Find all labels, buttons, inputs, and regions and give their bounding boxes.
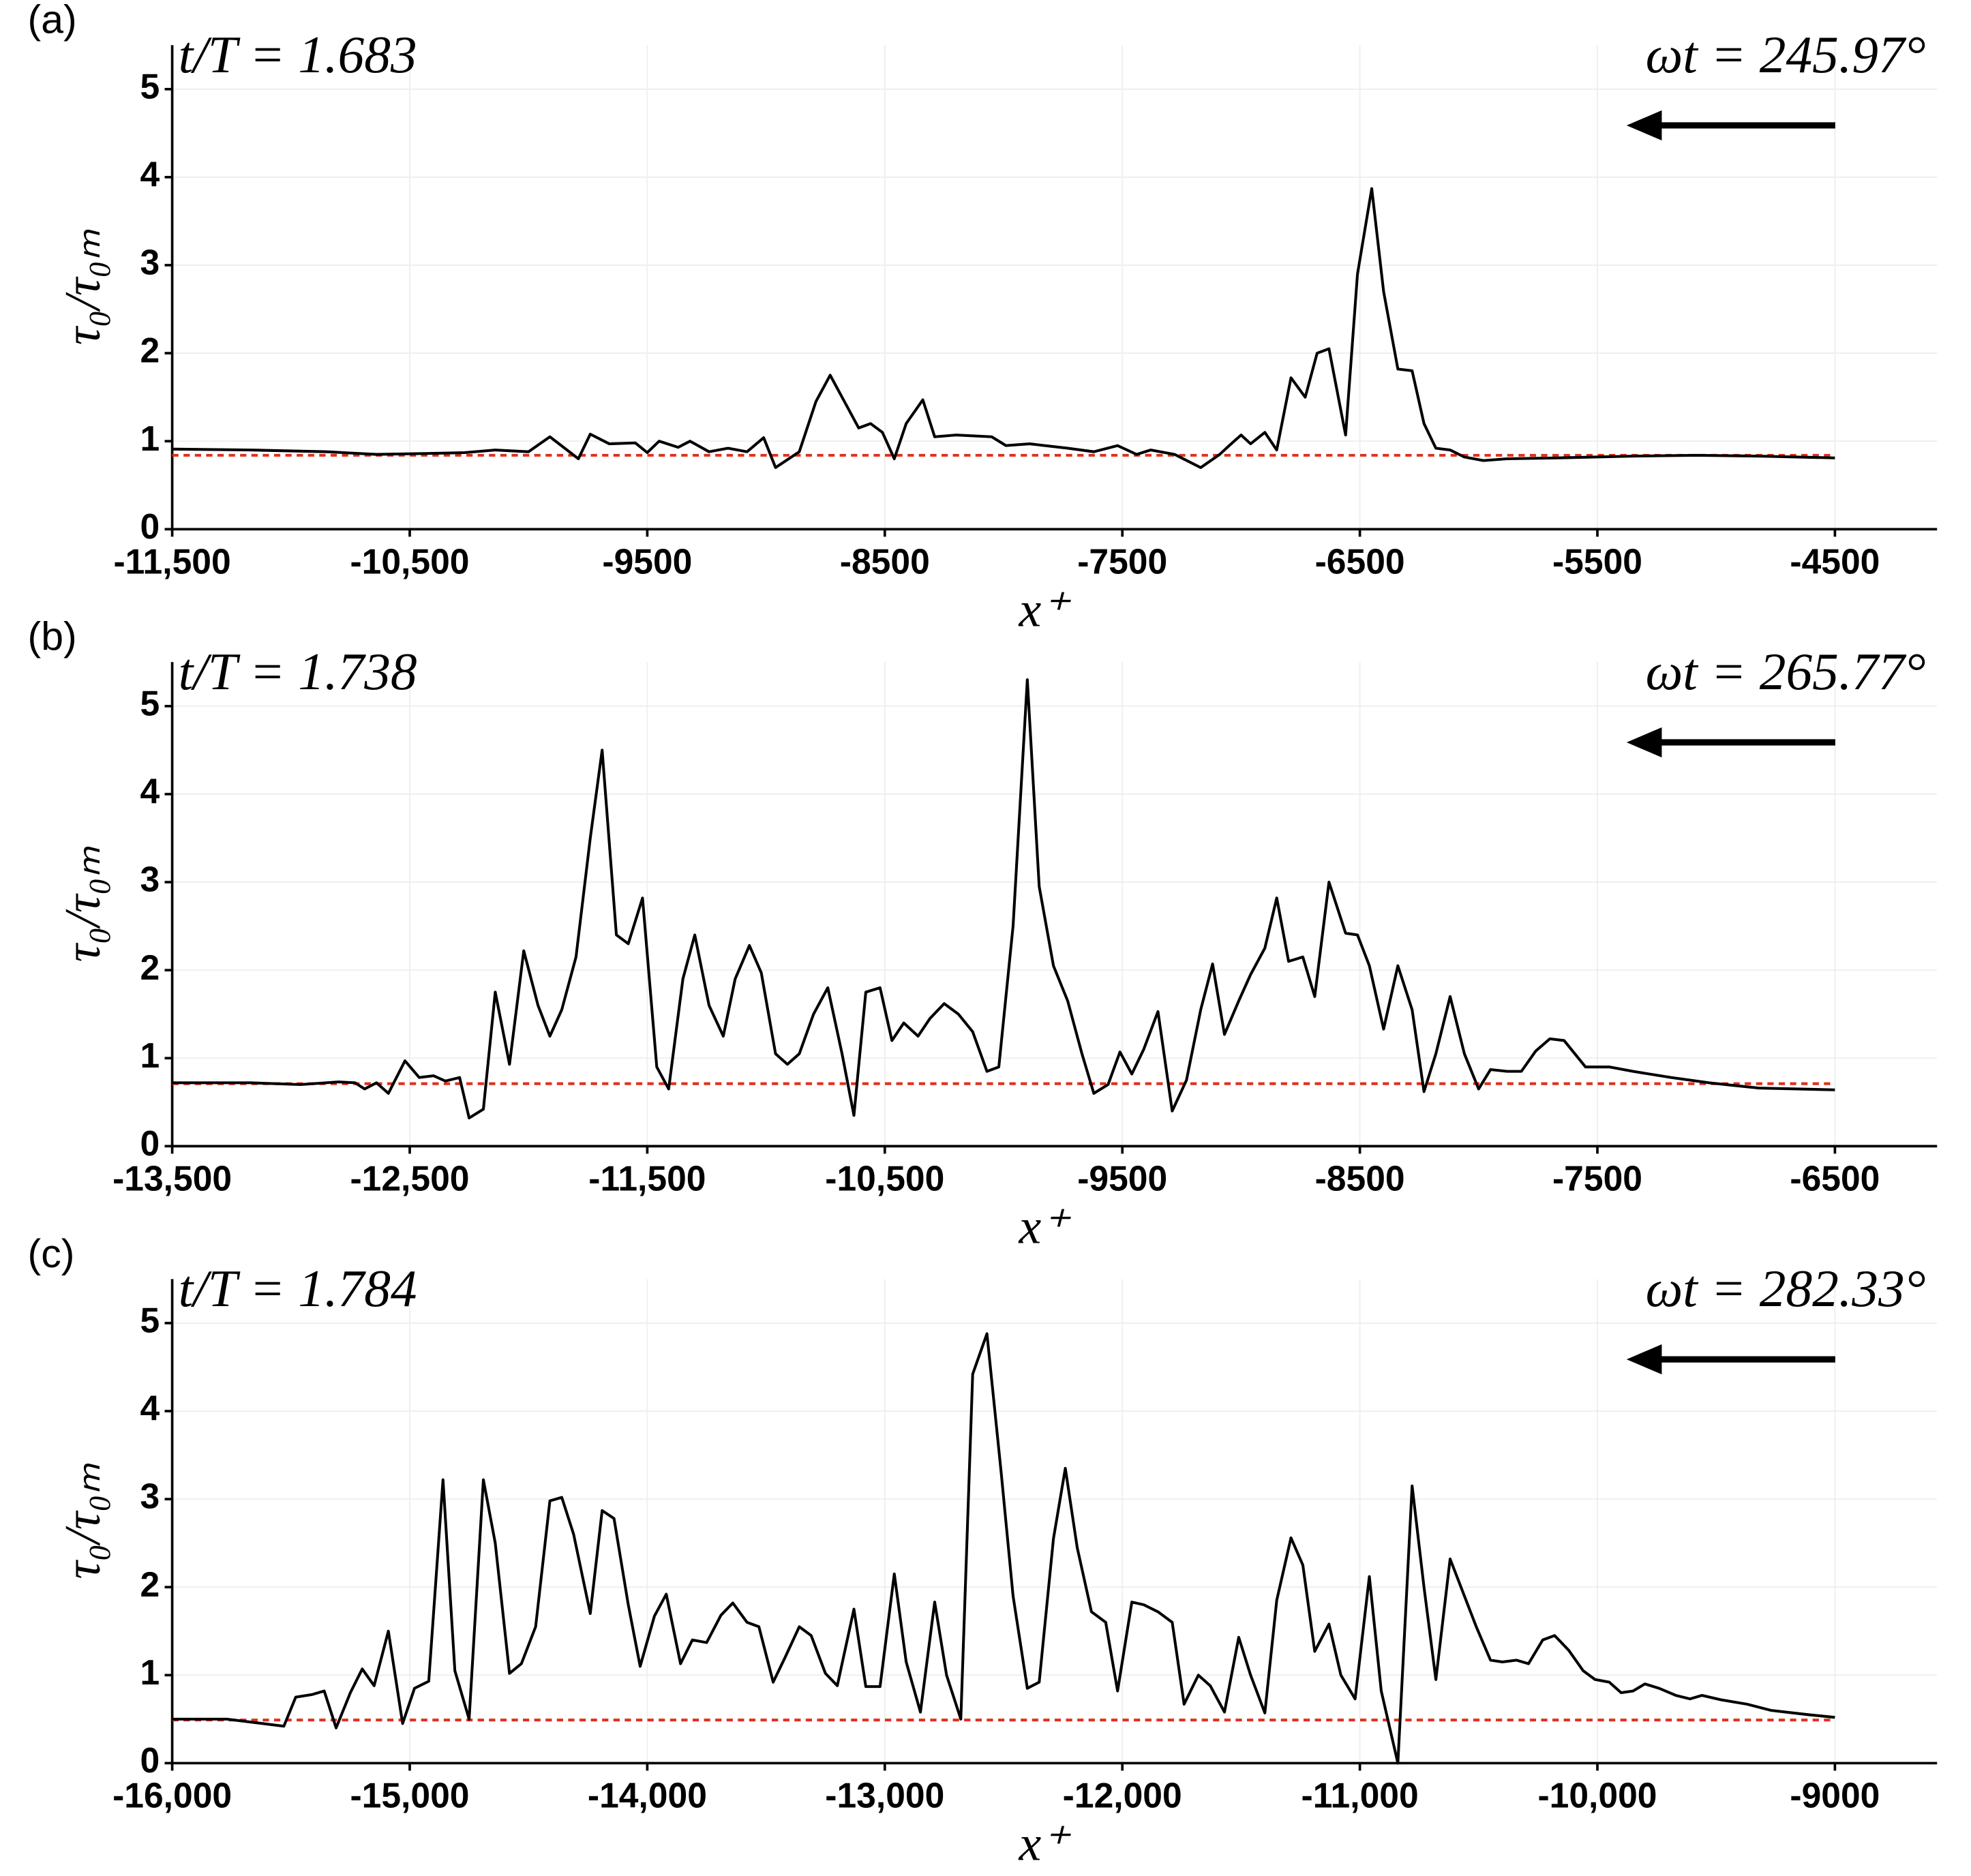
x-tick-label: -11,500 <box>588 1159 706 1198</box>
x-tick-label: -4500 <box>1790 541 1880 581</box>
x-axis-label: x⁺ <box>1018 581 1071 637</box>
phase-label: ωt = 282.33° <box>1646 1259 1926 1318</box>
time-label: t/T = 1.738 <box>179 642 417 701</box>
x-tick-label: -13,000 <box>825 1776 944 1815</box>
time-label: t/T = 1.784 <box>179 1259 417 1318</box>
x-tick-label: -14,000 <box>588 1776 707 1815</box>
y-tick-label: 4 <box>140 155 160 194</box>
y-tick-label: 4 <box>140 772 160 811</box>
x-tick-label: -6500 <box>1790 1159 1880 1198</box>
arrow-head <box>1626 110 1662 141</box>
y-axis-label: τ₀/τ₀ₘ <box>55 1463 110 1579</box>
arrow-head <box>1626 727 1662 758</box>
y-tick-label: 4 <box>140 1389 160 1428</box>
x-tick-label: -5500 <box>1552 541 1642 581</box>
x-tick-label: -15,000 <box>350 1776 469 1815</box>
y-tick-label: 3 <box>140 243 160 282</box>
panel: 0 1 2 3 4 5 -16,000 -15,000 -14,000 -13,000 -12,00… <box>28 1232 1938 1871</box>
y-tick-label: 0 <box>140 1123 160 1163</box>
panel: 0 1 2 3 4 5 -13,500 -12,500 -11,500 -10,500 -9500 -… <box>28 615 1938 1254</box>
x-tick-label: -10,500 <box>350 541 469 581</box>
x-axis-label: x⁺ <box>1018 1198 1071 1254</box>
x-tick-label: -9500 <box>1077 1159 1167 1198</box>
y-axis-label: τ₀/τ₀ₘ <box>55 846 110 962</box>
y-tick-label: 5 <box>140 66 160 106</box>
arrow-head <box>1626 1344 1662 1375</box>
y-tick-label: 2 <box>140 1564 160 1604</box>
panel-label: (b) <box>28 615 77 659</box>
x-tick-label: -13,500 <box>112 1159 232 1198</box>
y-tick-label: 0 <box>140 506 160 546</box>
time-label: t/T = 1.683 <box>179 25 417 84</box>
y-tick-label: 3 <box>140 1477 160 1516</box>
y-tick-label: 0 <box>140 1740 160 1780</box>
x-tick-label: -9500 <box>602 541 692 581</box>
y-tick-label: 5 <box>140 684 160 723</box>
x-tick-label: -8500 <box>840 541 930 581</box>
x-tick-label: -12,500 <box>350 1159 469 1198</box>
y-tick-label: 2 <box>140 331 160 370</box>
x-tick-label: -12,000 <box>1063 1776 1182 1815</box>
x-tick-label: -11,000 <box>1302 1776 1419 1815</box>
y-tick-label: 2 <box>140 948 160 987</box>
x-tick-label: -7500 <box>1077 541 1167 581</box>
x-tick-label: -6500 <box>1315 541 1405 581</box>
panel: 0 1 2 3 4 5 -11,500 -10,500 -9500 -8500 -7500 -6500… <box>28 0 1938 637</box>
x-tick-label: -16,000 <box>112 1776 232 1815</box>
y-tick-label: 5 <box>140 1301 160 1340</box>
panel-label: (a) <box>28 0 77 42</box>
y-tick-label: 1 <box>140 1652 160 1692</box>
x-tick-label: -10,500 <box>825 1159 944 1198</box>
y-tick-label: 3 <box>140 860 160 899</box>
x-tick-label: -7500 <box>1552 1159 1642 1198</box>
x-tick-label: -9000 <box>1790 1776 1880 1815</box>
phase-label: ωt = 265.77° <box>1646 642 1926 701</box>
data-line <box>172 187 1835 469</box>
y-axis-label: τ₀/τ₀ₘ <box>55 229 110 345</box>
x-tick-label: -8500 <box>1315 1159 1405 1198</box>
y-tick-label: 1 <box>140 419 160 458</box>
x-tick-label: -10,000 <box>1537 1776 1657 1815</box>
phase-label: ωt = 245.97° <box>1646 25 1926 84</box>
data-line <box>172 1332 1835 1765</box>
panel-label: (c) <box>28 1232 75 1276</box>
x-tick-label: -11,500 <box>114 541 231 581</box>
x-axis-label: x⁺ <box>1018 1815 1071 1871</box>
y-tick-label: 1 <box>140 1035 160 1075</box>
data-line <box>172 678 1835 1120</box>
